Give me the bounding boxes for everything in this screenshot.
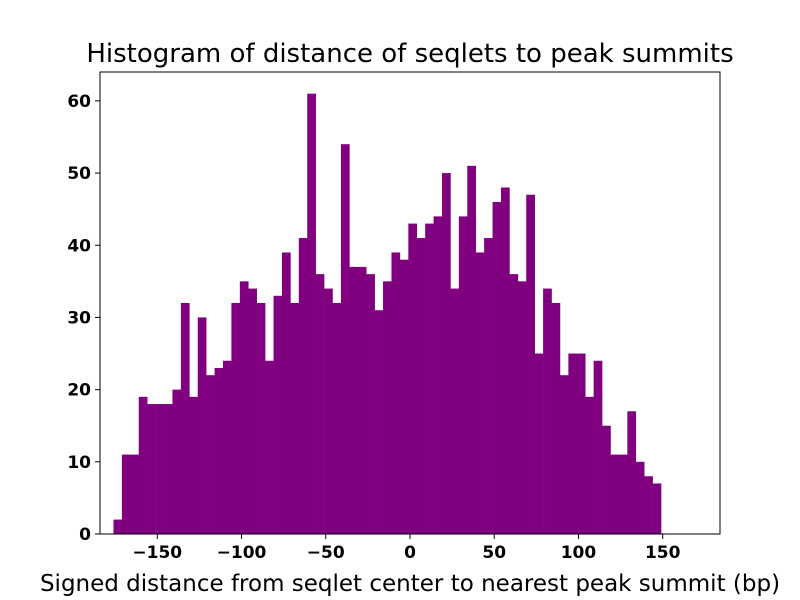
histogram-bar [307, 93, 316, 534]
histogram-bar [484, 238, 493, 534]
histogram-bar [298, 238, 308, 534]
histogram-bar [180, 303, 190, 534]
y-tick-label: 0 [79, 525, 91, 545]
plot-frame [99, 71, 721, 535]
histogram-bar [113, 519, 123, 534]
histogram-bar [475, 252, 485, 534]
histogram-bar [222, 360, 232, 534]
histogram-bar [155, 404, 165, 534]
histogram-bar [593, 360, 603, 534]
histogram-bar [239, 281, 249, 534]
histogram-bar [433, 216, 443, 535]
histogram-bar [383, 281, 392, 534]
histogram-bar [610, 454, 620, 534]
histogram-bar [147, 404, 156, 534]
histogram-bar [551, 303, 561, 534]
histogram-bar [374, 310, 384, 534]
histogram-bar [281, 252, 291, 534]
chart-title: Histogram of distance of seqlets to peak… [86, 39, 733, 69]
x-tick-label: 50 [482, 543, 506, 563]
histogram-bar [332, 303, 342, 534]
y-tick-label: 60 [67, 92, 91, 112]
histogram-bar [652, 483, 662, 534]
histogram-bar [500, 187, 510, 534]
histogram-bar [627, 411, 637, 534]
histogram-bar [509, 274, 519, 535]
y-tick-label: 40 [67, 236, 91, 256]
histogram-bar [559, 375, 569, 534]
histogram-bar [172, 389, 182, 535]
histogram-bar [450, 288, 460, 534]
histogram-bar [290, 303, 300, 534]
y-tick-label: 30 [67, 308, 91, 328]
histogram-bar [618, 454, 628, 534]
x-axis-ticks: −150 −100 −50 0 50 100 150 [132, 534, 681, 563]
histogram-bar [357, 266, 367, 534]
histogram-bar [517, 281, 527, 534]
histogram-bar [526, 194, 535, 534]
histogram-bar [206, 375, 215, 534]
histogram-bar [340, 144, 350, 534]
histogram-bar [315, 274, 325, 535]
x-tick-label: −150 [132, 543, 182, 563]
histogram-bar [492, 201, 502, 534]
x-tick-label: 0 [404, 543, 416, 563]
histogram-bar [602, 425, 611, 534]
y-tick-label: 20 [67, 381, 91, 401]
histogram-bar [585, 396, 594, 534]
histogram-bar [416, 238, 426, 534]
histogram-bar [130, 454, 140, 534]
y-tick-label: 50 [67, 164, 91, 184]
histogram-bar [408, 223, 418, 534]
histogram-bar [138, 396, 148, 534]
histogram-bar [324, 288, 333, 534]
histogram-bar [467, 165, 476, 534]
histogram-bar [349, 266, 359, 534]
histogram-bar [568, 353, 578, 534]
histogram-bar [265, 360, 274, 534]
histogram-bar [121, 454, 131, 534]
histogram-bar [543, 288, 552, 534]
histogram-bar [458, 216, 468, 535]
x-tick-label: −50 [307, 543, 345, 563]
x-tick-label: 100 [561, 543, 597, 563]
x-tick-label: 150 [645, 543, 681, 563]
histogram-bar [273, 295, 283, 534]
bars-group [113, 93, 662, 535]
histogram-bar [256, 303, 266, 534]
histogram-bar [576, 353, 586, 534]
y-axis-ticks: 0 10 20 30 40 50 60 [67, 92, 100, 545]
histogram-bar [248, 288, 257, 534]
x-axis-label: Signed distance from seqlet center to ne… [40, 571, 780, 597]
histogram-bar [231, 303, 241, 534]
histogram-bar [399, 259, 409, 534]
histogram-bar [164, 404, 173, 534]
histogram-bar [189, 396, 199, 534]
histogram-bar [366, 274, 375, 535]
histogram-bar [391, 252, 401, 534]
histogram-bar [534, 353, 544, 534]
histogram-bar [197, 317, 207, 534]
histogram-bar [214, 367, 224, 534]
x-tick-label: −100 [217, 543, 267, 563]
histogram-bar [635, 461, 645, 534]
y-tick-label: 10 [67, 453, 91, 473]
histogram-bar [644, 476, 653, 534]
histogram-bar [442, 173, 451, 534]
histogram-bar [425, 223, 434, 534]
